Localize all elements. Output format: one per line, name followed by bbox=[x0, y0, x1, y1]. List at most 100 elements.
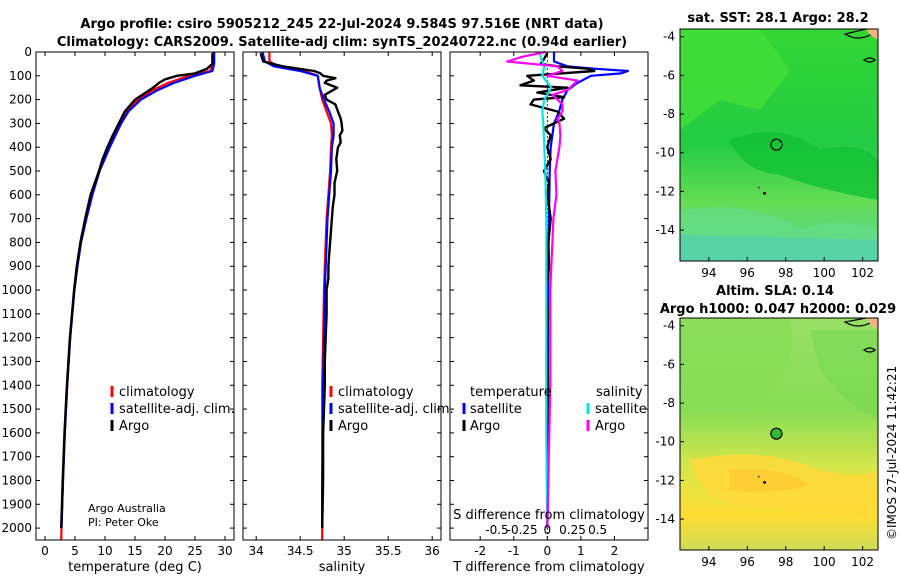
depth-tick-label: 500 bbox=[9, 164, 32, 178]
depth-tick-label: 400 bbox=[9, 140, 32, 154]
map-x-tick-label: 94 bbox=[701, 555, 716, 569]
depth-tick-label: 100 bbox=[9, 69, 32, 83]
temperature-lines bbox=[60, 52, 216, 541]
legend-climatology-label: climatology bbox=[338, 385, 414, 400]
depth-tick-label: 1000 bbox=[1, 283, 32, 297]
series-line-satellite-adj-clim- bbox=[60, 52, 216, 529]
difference-lines bbox=[506, 50, 630, 540]
depth-tick-label: 2000 bbox=[1, 521, 32, 535]
map-x-tick-label: 102 bbox=[851, 555, 874, 569]
depth-tick-label: 300 bbox=[9, 116, 32, 130]
sla-green-patch bbox=[680, 318, 793, 414]
x-tick-label: 36 bbox=[425, 544, 440, 558]
x-tick-label: -1 bbox=[508, 544, 520, 558]
salinity-panel: 34 34.5 35 35.5 36 salinity climatology sate… bbox=[242, 51, 454, 575]
sla-map-title-line1: Altim. SLA: 0.14 bbox=[716, 284, 834, 299]
temperature-ticks: 0 5 10 15 20 25 30 bbox=[36, 51, 234, 558]
x-tick-label: 0 bbox=[544, 544, 552, 558]
map-y-tick-label: -4 bbox=[663, 319, 675, 333]
map-x-tick-label: 96 bbox=[740, 555, 755, 569]
x-tick-label: 35 bbox=[337, 544, 352, 558]
map-y-tick-label: -6 bbox=[663, 68, 675, 82]
sst-map: 94 96 98 100 102 -4 -6 -8 -10 -12 -14 bbox=[655, 28, 879, 280]
map-y-tick-label: -14 bbox=[655, 512, 675, 526]
legend-argo-label: Argo bbox=[119, 419, 149, 434]
x-tick-label: 0 bbox=[41, 544, 49, 558]
series-line-climatology bbox=[60, 52, 215, 541]
series-line-argo bbox=[60, 53, 214, 529]
track-point bbox=[763, 191, 766, 195]
x-tick-label: 34.5 bbox=[287, 544, 314, 558]
map-y-tick-label: -4 bbox=[663, 30, 675, 44]
difference-xlabel: T difference from climatology bbox=[452, 560, 645, 575]
legend-climatology-label: climatology bbox=[119, 385, 195, 400]
map-y-tick-label: -8 bbox=[663, 107, 675, 121]
sst-warm-patch bbox=[680, 29, 790, 130]
salinity-axes-frame bbox=[242, 51, 442, 541]
depth-tick-labels: 0 100 200 300 400 500 600 700 800 900 1000 1100 1200… bbox=[1, 45, 32, 535]
salinity-difference-tick-labels: -0.5-0.25 0 0.25 0.5 bbox=[485, 523, 607, 537]
depth-tick-label: 1100 bbox=[1, 307, 32, 321]
main-title-line2: Climatology: CARS2009. Satellite-adj cli… bbox=[57, 35, 627, 50]
depth-tick-label: 1500 bbox=[1, 402, 32, 416]
s-diff-tick-label: 0.25 bbox=[559, 523, 586, 537]
depth-tick-label: 800 bbox=[9, 235, 32, 249]
map-y-tick-label: -10 bbox=[655, 146, 675, 160]
map-x-tick-label: 94 bbox=[701, 266, 716, 280]
sst-land bbox=[866, 29, 878, 40]
difference-panel: -2 -1 0 1 2 T difference from climatology S … bbox=[449, 50, 649, 575]
sla-east-green bbox=[810, 330, 878, 420]
track-point bbox=[758, 186, 760, 189]
sla-orange-core bbox=[730, 469, 810, 492]
sla-map-title-line2: Argo h1000: 0.047 h2000: 0.029 bbox=[660, 302, 896, 317]
legend-satellite-label: satellite-adj. clim. bbox=[338, 402, 454, 417]
map-y-tick-label: -8 bbox=[663, 396, 675, 410]
x-tick-label: 15 bbox=[127, 544, 142, 558]
legend-salinity-heading: salinity bbox=[596, 385, 643, 400]
depth-tick-label: 1200 bbox=[1, 331, 32, 345]
sla-map: 94 96 98 100 102 -4 -6 -8 -10 -12 -14 bbox=[655, 317, 879, 569]
sla-map-frame bbox=[679, 317, 879, 551]
series-line-satellite-adj-clim- bbox=[261, 51, 335, 529]
sst-map-features bbox=[680, 29, 878, 261]
map-y-tick-label: -12 bbox=[655, 473, 675, 487]
difference-ticks: -2 -1 0 1 2 bbox=[450, 51, 648, 558]
map-x-tick-label: 100 bbox=[813, 266, 836, 280]
legend-temp-satellite-label: satellite bbox=[470, 402, 522, 417]
depth-tick-label: 1400 bbox=[1, 378, 32, 392]
difference-s-label: S difference from climatology bbox=[453, 508, 645, 523]
temperature-xlabel: temperature (deg C) bbox=[68, 560, 202, 575]
map-y-tick-label: -14 bbox=[655, 223, 675, 237]
temperature-panel: 0 5 10 15 20 25 30 0 100 200 300 400 500 600 700 800 90… bbox=[1, 45, 234, 575]
depth-tick-label: 1700 bbox=[1, 450, 32, 464]
sst-argo-position-marker bbox=[770, 138, 783, 151]
x-tick-label: 10 bbox=[97, 544, 112, 558]
temperature-axes-frame bbox=[35, 51, 235, 541]
legend-argo-label: Argo bbox=[338, 419, 368, 434]
series-line-temperature-argo bbox=[519, 52, 596, 529]
x-tick-label: 30 bbox=[217, 544, 232, 558]
sst-map-frame bbox=[679, 28, 879, 262]
s-diff-tick-label: 0 bbox=[544, 523, 552, 537]
legend-satellite-label: satellite-adj. clim. bbox=[119, 402, 235, 417]
map-x-tick-label: 100 bbox=[813, 555, 836, 569]
sla-argo-position-marker bbox=[770, 427, 783, 440]
map-x-tick-label: 96 bbox=[740, 266, 755, 280]
difference-axes-frame bbox=[449, 51, 649, 541]
sst-bottom-band bbox=[680, 235, 878, 261]
map-y-tick-label: -12 bbox=[655, 184, 675, 198]
map-x-tick-label: 102 bbox=[851, 266, 874, 280]
s-diff-tick-label: -0.25 bbox=[507, 523, 538, 537]
sst-map-ticks: 94 96 98 100 102 -4 -6 -8 -10 -12 -14 bbox=[655, 30, 874, 280]
track-point bbox=[763, 480, 766, 484]
depth-tick-label: 200 bbox=[9, 93, 32, 107]
difference-legend: temperature satellite Argo salinity sate… bbox=[462, 385, 647, 434]
credit-line1: Argo Australia bbox=[88, 502, 166, 515]
x-tick-label: -2 bbox=[474, 544, 486, 558]
map-x-tick-label: 98 bbox=[778, 555, 793, 569]
depth-tick-label: 600 bbox=[9, 188, 32, 202]
sla-land bbox=[866, 318, 878, 330]
depth-tick-label: 1600 bbox=[1, 426, 32, 440]
legend-temperature-heading: temperature bbox=[470, 385, 552, 400]
